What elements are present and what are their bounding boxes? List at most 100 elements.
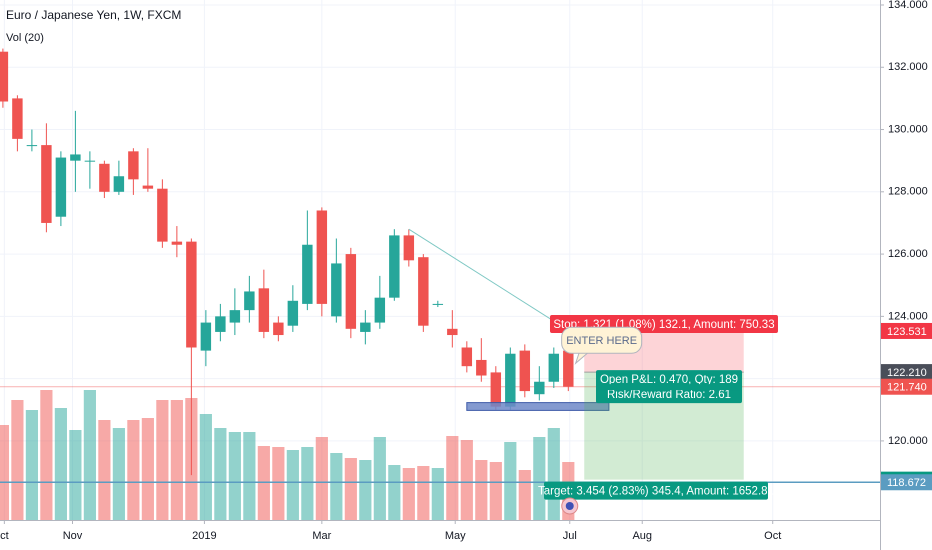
- volume-bar: [199, 414, 212, 520]
- volume-bar: [518, 470, 531, 520]
- volume-bar: [69, 430, 82, 520]
- candle-body: [273, 322, 284, 336]
- target-label-box: [544, 481, 768, 500]
- callout-text: ENTER HERE: [566, 335, 637, 347]
- target-label: Target: 3.454 (2.83%) 345.4, Amount: 165…: [538, 486, 774, 498]
- volume-bar: [127, 420, 140, 520]
- candle-body: [389, 235, 400, 298]
- candle-body: [316, 210, 328, 304]
- candle-body: [403, 235, 415, 261]
- candle-body: [331, 263, 342, 317]
- volume-bar: [344, 458, 357, 520]
- volume-bar: [330, 453, 343, 520]
- x-tick-label: 2019: [192, 530, 216, 542]
- candle-body: [548, 353, 560, 382]
- event-marker-inner: [565, 502, 574, 510]
- y-tick-label: 126.000: [888, 248, 928, 260]
- volume-bar: [83, 390, 96, 520]
- volume-bar: [156, 400, 169, 520]
- x-tick-label: Oct: [764, 530, 781, 542]
- candle-body: [200, 322, 212, 351]
- candle-body: [476, 359, 487, 376]
- candle-body: [26, 145, 38, 147]
- volume-bar: [373, 437, 386, 520]
- candle-body: [99, 163, 110, 192]
- candle-body: [374, 297, 386, 323]
- candle-body: [12, 98, 23, 139]
- price-label-box: [881, 364, 932, 381]
- callout-pointer: [574, 350, 590, 365]
- volume-bar: [243, 432, 256, 520]
- volume-bar: [170, 400, 183, 520]
- volume-bar: [25, 410, 38, 520]
- candle-body: [519, 350, 531, 392]
- callout-box: [561, 326, 643, 354]
- y-tick-label: 124.000: [888, 310, 928, 322]
- x-tick-label: Nov: [63, 530, 83, 542]
- candle-body: [418, 257, 429, 326]
- price-label-box: [881, 378, 932, 395]
- pnl-label: Open P&L: 0.470, Qty: 189: [600, 374, 738, 386]
- volume-bar: [214, 428, 227, 520]
- candle-body: [461, 347, 473, 367]
- x-tick-label: Jul: [563, 530, 577, 542]
- volume-bar: [533, 437, 546, 520]
- candle-body: [432, 303, 444, 305]
- volume-bar: [489, 462, 502, 520]
- volume-bar: [315, 437, 328, 520]
- volume-bar: [11, 400, 24, 520]
- volume-bar: [446, 436, 459, 520]
- volume-bar: [112, 428, 125, 520]
- volume-bar: [417, 466, 430, 520]
- candle-body: [447, 328, 458, 336]
- pnl-label-box: [596, 370, 742, 389]
- y-tick-label: 120.000: [888, 435, 928, 447]
- candle-body: [0, 51, 9, 102]
- candle-body: [113, 176, 125, 192]
- ratio-label: Risk/Reward Ratio: 2.61: [607, 389, 731, 401]
- candle-body: [563, 350, 574, 387]
- volume-bar: [388, 465, 401, 520]
- candle-body: [55, 157, 67, 217]
- volume-bar: [141, 418, 154, 520]
- volume-bar: [359, 460, 372, 520]
- volume-title: Vol (20): [6, 32, 44, 44]
- volume-bar: [301, 447, 314, 520]
- pnl-box-join: [596, 384, 742, 391]
- volume-bar: [98, 420, 111, 520]
- volume-bar: [475, 460, 488, 520]
- volume-bar: [460, 440, 473, 520]
- price-label: 122.210: [887, 367, 927, 379]
- candle-body: [534, 381, 545, 395]
- volume-bar: [402, 468, 415, 520]
- candle-body: [142, 185, 154, 189]
- support-zone: [466, 402, 610, 411]
- candle-body: [229, 310, 241, 323]
- price-label: 121.740: [887, 382, 927, 394]
- candle-body: [258, 288, 270, 332]
- candle-body: [186, 241, 197, 348]
- candle-body: [41, 145, 52, 223]
- price-label: 118.672: [887, 477, 926, 489]
- trend-line: [408, 228, 562, 327]
- y-tick-label: 134.000: [888, 0, 928, 11]
- candle-body: [360, 322, 371, 332]
- y-tick-label: 128.000: [888, 186, 928, 198]
- candle-body: [70, 154, 81, 161]
- candle-body: [215, 316, 226, 332]
- volume-bar: [504, 442, 517, 520]
- candle-body: [302, 244, 313, 304]
- price-label-box: [881, 322, 932, 339]
- volume-bar: [228, 432, 241, 520]
- candle-body: [128, 151, 139, 180]
- candle-body: [84, 160, 96, 162]
- candle-body: [171, 241, 183, 245]
- volume-bar: [0, 425, 9, 520]
- x-tick-label: May: [445, 530, 466, 542]
- x-tick-label: ct: [0, 530, 9, 542]
- volume-bar: [547, 428, 560, 520]
- volume-bar: [431, 468, 444, 520]
- price-label-box: [881, 474, 932, 491]
